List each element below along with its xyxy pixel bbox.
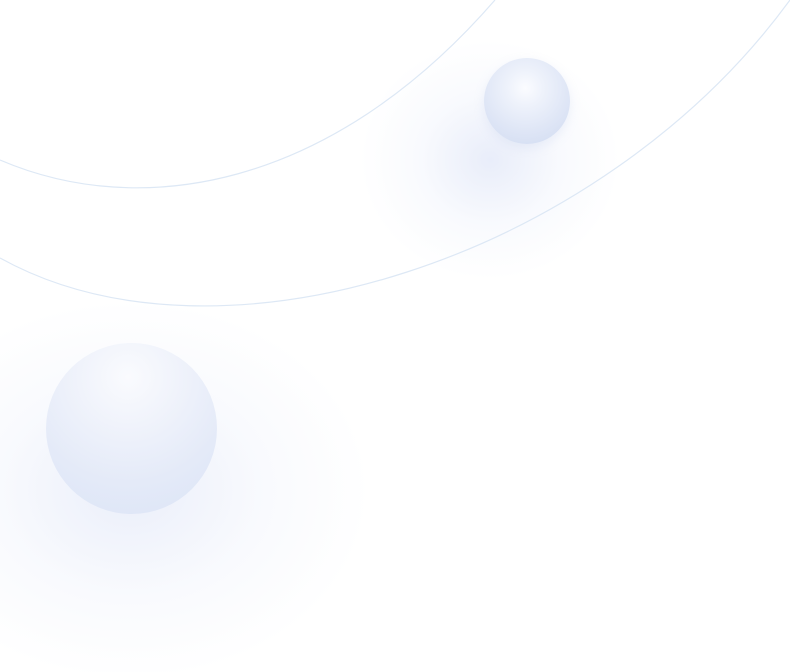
inner-arc [0, 0, 496, 189]
large-orb [46, 343, 217, 514]
small-orb [484, 58, 570, 144]
outer-arc [0, 0, 790, 307]
